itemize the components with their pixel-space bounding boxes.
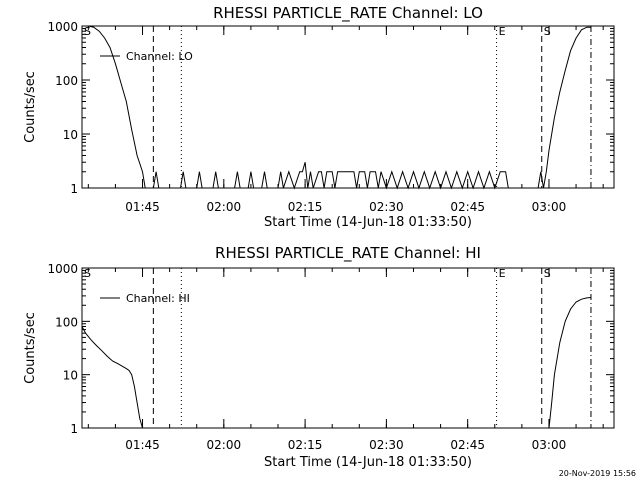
time-marker-label: E	[499, 267, 506, 280]
x-tick-label: 02:30	[369, 438, 404, 452]
time-marker-label: S	[544, 25, 551, 38]
y-axis-label: Counts/sec	[23, 312, 38, 384]
time-marker-label: S	[84, 267, 91, 280]
y-tick-label: 1000	[47, 262, 78, 276]
x-tick-label: 02:15	[288, 200, 323, 214]
time-marker-label: S	[84, 25, 91, 38]
panel-lo: RHESSI PARTICLE_RATE Channel: LO 1 10 100 10…	[23, 4, 615, 230]
x-axis-label: Start Time (14-Jun-18 01:33:50)	[264, 215, 472, 230]
y-tick-label: 10	[63, 369, 78, 383]
x-tick-label: 02:30	[369, 200, 404, 214]
legend-label: Channel: HI	[126, 292, 190, 305]
x-tick-label: 01:45	[125, 200, 160, 214]
y-tick-label: 1	[70, 182, 78, 196]
x-tick-label: 03:00	[532, 438, 567, 452]
x-axis-label: Start Time (14-Jun-18 01:33:50)	[264, 455, 472, 470]
x-tick-label: 02:45	[450, 200, 485, 214]
x-tick-label: 02:00	[207, 438, 242, 452]
panel-hi: RHESSI PARTICLE_RATE Channel: HI 1 10 100 10…	[23, 244, 615, 470]
x-tick-label: 01:45	[125, 438, 160, 452]
legend-label: Channel: LO	[126, 50, 193, 63]
footer-timestamp: 20-Nov-2019 15:56	[559, 469, 636, 478]
x-tick-label: 03:00	[532, 200, 567, 214]
time-marker-label: E	[499, 25, 506, 38]
y-tick-label: 10	[63, 128, 78, 142]
y-tick-label: 100	[55, 315, 78, 329]
chart-title: RHESSI PARTICLE_RATE Channel: LO	[213, 4, 483, 23]
chart-title: RHESSI PARTICLE_RATE Channel: HI	[215, 244, 481, 263]
x-tick-label: 02:00	[207, 200, 242, 214]
y-tick-label: 1000	[47, 20, 78, 34]
series-line	[81, 297, 592, 429]
x-tick-label: 02:15	[288, 438, 323, 452]
series-line	[82, 25, 591, 190]
x-tick-label: 02:45	[450, 438, 485, 452]
y-axis-label: Counts/sec	[23, 71, 38, 143]
y-tick-label: 1	[70, 422, 78, 436]
y-tick-label: 100	[55, 74, 78, 88]
time-marker-label: S	[544, 267, 551, 280]
